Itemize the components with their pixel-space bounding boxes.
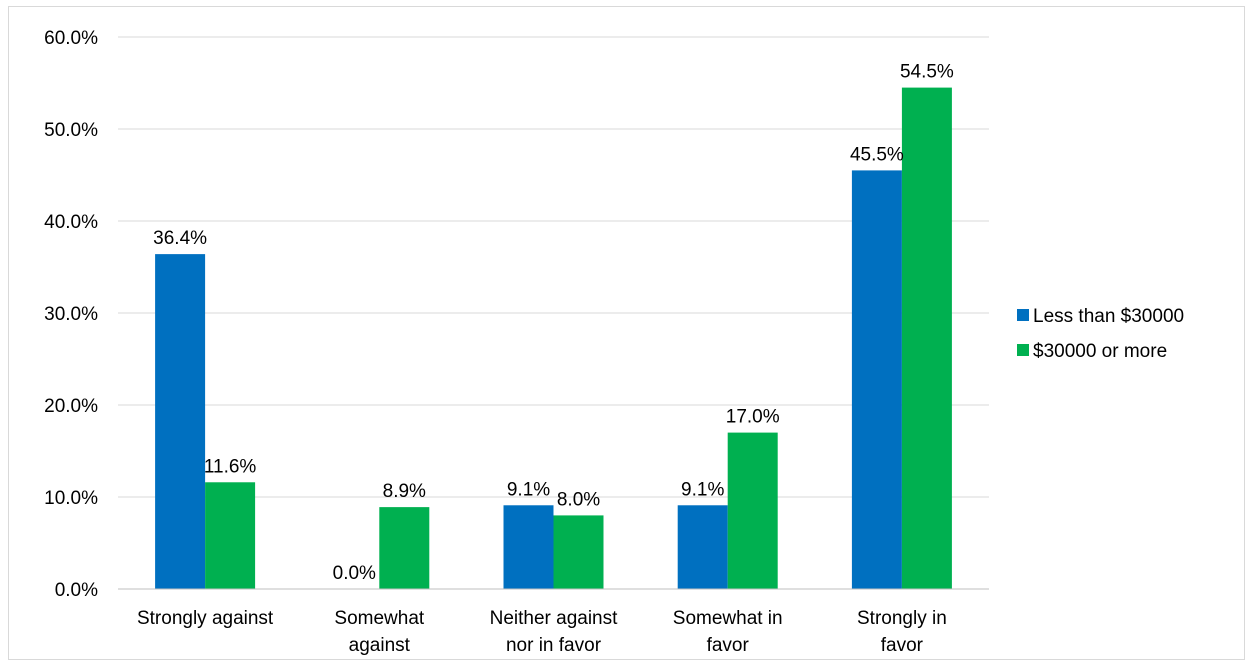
bar bbox=[677, 505, 728, 589]
y-tick-label: 60.0% bbox=[44, 28, 98, 49]
data-label: 9.1% bbox=[681, 479, 724, 500]
data-label: 9.1% bbox=[507, 479, 550, 500]
data-label: 0.0% bbox=[333, 563, 376, 584]
y-tick-label: 10.0% bbox=[44, 488, 98, 509]
x-category-label: favor bbox=[707, 635, 750, 656]
data-label: 8.9% bbox=[383, 481, 426, 502]
legend-label: $30000 or more bbox=[1033, 341, 1167, 362]
bars bbox=[155, 87, 952, 589]
bar bbox=[851, 170, 902, 589]
data-label: 45.5% bbox=[850, 144, 904, 165]
y-tick-label: 50.0% bbox=[44, 120, 98, 141]
gridlines bbox=[118, 36, 989, 590]
x-category-label: favor bbox=[881, 635, 924, 656]
data-label: 8.0% bbox=[557, 489, 600, 510]
y-tick-label: 40.0% bbox=[44, 212, 98, 233]
x-category-label: Somewhat bbox=[334, 608, 424, 629]
x-category-label: Strongly against bbox=[137, 608, 274, 629]
legend-swatch bbox=[1017, 309, 1029, 321]
bar-chart: 0.0% 10.0% 20.0% 30.0% 40.0% 50.0% 60.0% 36.4%… bbox=[44, 28, 1184, 656]
y-tick-label: 30.0% bbox=[44, 304, 98, 325]
data-label: 17.0% bbox=[726, 407, 780, 428]
bar bbox=[727, 432, 778, 589]
bar bbox=[553, 515, 604, 589]
x-category-label: nor in favor bbox=[506, 635, 602, 656]
x-category-label: against bbox=[349, 635, 411, 656]
bar bbox=[503, 505, 554, 589]
legend-swatch bbox=[1017, 344, 1029, 356]
bar bbox=[205, 482, 256, 589]
legend: Less than $30000 $30000 or more bbox=[1017, 306, 1184, 362]
x-category-label: Somewhat in bbox=[673, 608, 783, 629]
x-category-label: Strongly in bbox=[857, 608, 947, 629]
y-tick-label: 0.0% bbox=[55, 580, 98, 601]
data-label: 54.5% bbox=[900, 62, 954, 83]
data-label: 36.4% bbox=[153, 228, 207, 249]
x-category-label: Neither against bbox=[490, 608, 619, 629]
legend-label: Less than $30000 bbox=[1033, 306, 1184, 327]
bar bbox=[155, 254, 206, 589]
bar bbox=[901, 87, 952, 589]
y-tick-label: 20.0% bbox=[44, 396, 98, 417]
chart-frame: 0.0% 10.0% 20.0% 30.0% 40.0% 50.0% 60.0% 36.4%… bbox=[8, 6, 1245, 660]
x-axis: Strongly against Somewhat against Neither a… bbox=[118, 588, 989, 656]
y-axis: 0.0% 10.0% 20.0% 30.0% 40.0% 50.0% 60.0% bbox=[44, 28, 98, 601]
data-labels: 36.4% 11.6% 0.0% 8.9% 9.1% 8.0% 9.1% 17.0% 45.5%… bbox=[153, 62, 954, 584]
data-label: 11.6% bbox=[204, 456, 257, 477]
bar bbox=[379, 507, 430, 589]
